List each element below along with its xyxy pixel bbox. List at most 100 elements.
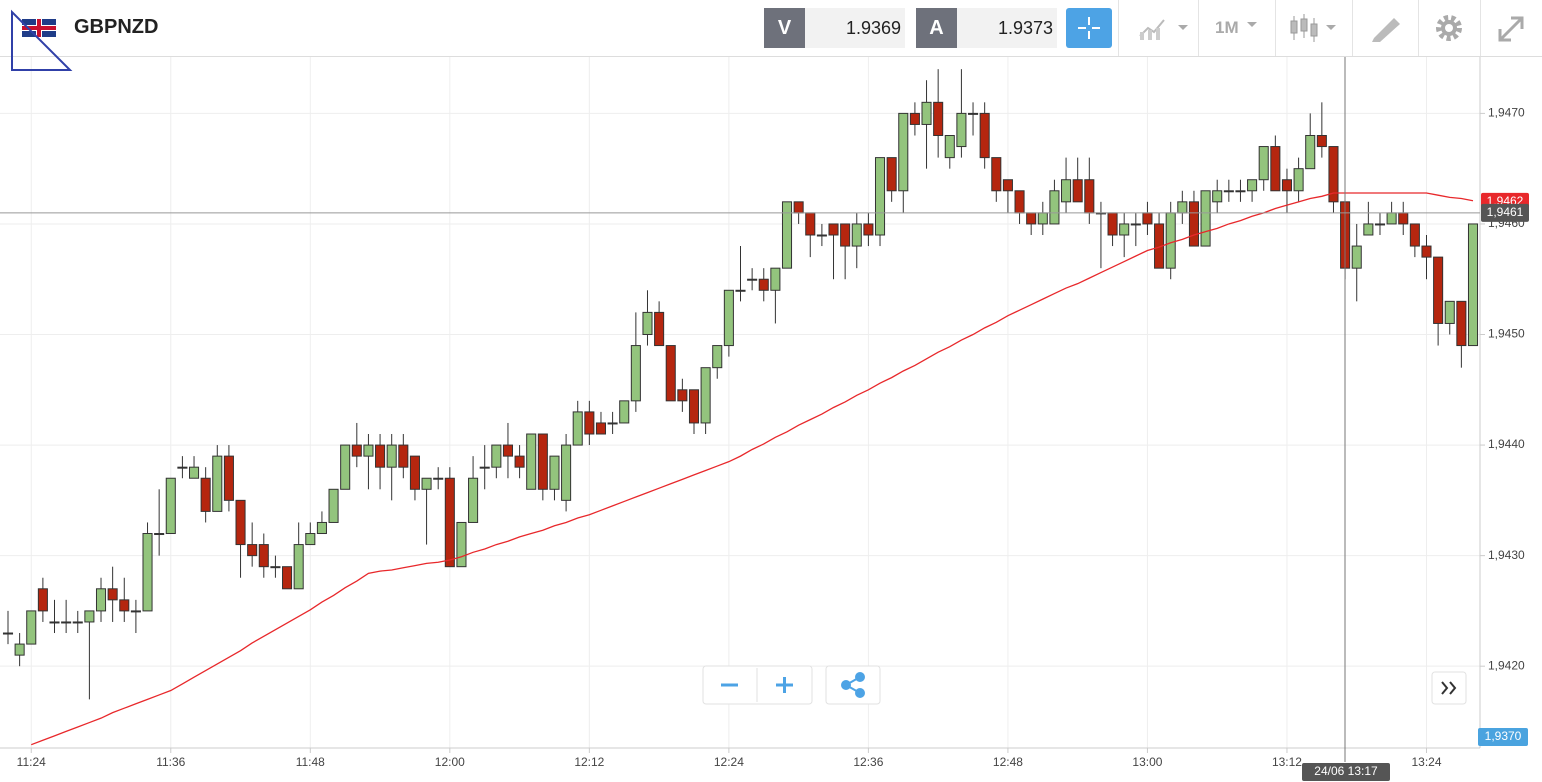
candle-style-button[interactable] <box>1288 12 1344 44</box>
candle-body <box>665 345 676 402</box>
bid-price[interactable]: 1.9369 <box>805 8 905 48</box>
candle-body <box>595 422 607 435</box>
candle-body <box>735 289 746 292</box>
candle-body <box>723 289 734 347</box>
candle-body <box>688 389 700 424</box>
candle-body <box>909 112 920 125</box>
candle-body <box>991 157 1002 192</box>
candle-body <box>1433 256 1444 324</box>
candle-body <box>1049 190 1060 225</box>
x-tick-label: 11:48 <box>296 755 325 769</box>
crosshair-tag <box>1302 763 1390 781</box>
candle-body <box>316 521 327 535</box>
scroll-end-button[interactable] <box>1431 671 1467 705</box>
candle-body <box>863 223 874 236</box>
separator <box>1198 0 1199 56</box>
fullscreen-button[interactable] <box>1496 14 1526 44</box>
candle-body <box>386 444 397 468</box>
candle-body <box>398 444 409 468</box>
candle-body <box>584 411 595 435</box>
candle-body <box>1177 201 1188 214</box>
candle-body <box>619 400 630 424</box>
x-tick-label: 12:00 <box>435 755 465 769</box>
candle-body <box>956 112 967 148</box>
candle-body <box>979 112 990 159</box>
candle-body <box>258 544 269 568</box>
candle-body <box>537 433 548 490</box>
plot-area <box>2 69 1479 746</box>
candle-body <box>177 466 188 469</box>
price-tag-label: 1,9461 <box>1487 205 1524 219</box>
candle-body <box>805 212 816 236</box>
moving-average-line <box>31 192 1474 746</box>
candle-body <box>1037 212 1048 225</box>
grid <box>0 57 1480 748</box>
drawing-tools-button[interactable] <box>1370 14 1402 42</box>
candle-body <box>1316 134 1327 148</box>
candle-body <box>572 411 583 446</box>
separator <box>1275 0 1276 56</box>
candle-body <box>1456 300 1467 347</box>
candle-body <box>886 157 897 192</box>
candle-body <box>212 455 223 512</box>
candle-body <box>1142 212 1153 225</box>
candle-body <box>479 466 490 469</box>
candle-body <box>933 101 944 136</box>
ask-price[interactable]: 1.9373 <box>957 8 1057 48</box>
candle-body <box>1235 190 1246 193</box>
candle-body <box>84 610 95 623</box>
candle-body <box>375 444 386 468</box>
timeframe-button[interactable]: 1M <box>1215 18 1239 37</box>
share-button[interactable] <box>825 665 881 705</box>
candle-body <box>968 112 979 115</box>
candle-body <box>223 455 234 501</box>
candle-body <box>549 455 560 490</box>
candle-body <box>747 278 758 281</box>
candle-body <box>1328 146 1339 203</box>
candle-body <box>200 477 211 512</box>
candle-body <box>2 632 14 635</box>
candle-body <box>130 610 141 613</box>
candle-body <box>1107 212 1118 236</box>
candle-body <box>607 422 618 425</box>
ask-tag-label: 1,9370 <box>1485 729 1522 743</box>
candle-body <box>630 345 641 402</box>
candle-body <box>700 367 711 424</box>
candle-body <box>235 499 246 546</box>
chart-type-button[interactable] <box>1136 14 1192 42</box>
separator <box>1418 0 1419 56</box>
y-tick-label: 1,9450 <box>1488 327 1525 341</box>
candle-body <box>1421 245 1432 258</box>
x-tick-label: 13:00 <box>1132 755 1162 769</box>
candle-body <box>37 588 48 612</box>
candle-body <box>107 588 118 601</box>
zoom-in[interactable] <box>776 677 793 693</box>
candle-body <box>781 201 793 269</box>
candle-body <box>874 157 886 236</box>
candle-body <box>944 134 955 159</box>
crosshair-button[interactable] <box>1066 8 1112 48</box>
candle-body <box>816 234 827 237</box>
candle-body <box>828 223 839 236</box>
candle-body <box>270 566 281 569</box>
axes: 1,94201,94301,94401,94501,94601,947011:2… <box>17 106 1525 770</box>
candle-body <box>456 521 467 568</box>
candle-body <box>561 444 572 501</box>
candle-body <box>1305 134 1316 170</box>
settings-button[interactable] <box>1434 13 1464 43</box>
candle-body <box>14 643 25 656</box>
candle-body <box>770 267 781 291</box>
candle-body <box>49 621 60 624</box>
candle-body <box>1247 179 1258 192</box>
candle-body <box>1130 223 1141 226</box>
x-tick-label: 12:24 <box>714 755 744 769</box>
x-tick-label: 12:12 <box>574 755 604 769</box>
candle-body <box>1293 168 1304 192</box>
candle-body <box>1444 300 1455 324</box>
candle-body <box>1374 223 1386 226</box>
candle-body <box>851 223 862 247</box>
candle-body <box>409 455 420 490</box>
candle-body <box>1398 212 1409 225</box>
